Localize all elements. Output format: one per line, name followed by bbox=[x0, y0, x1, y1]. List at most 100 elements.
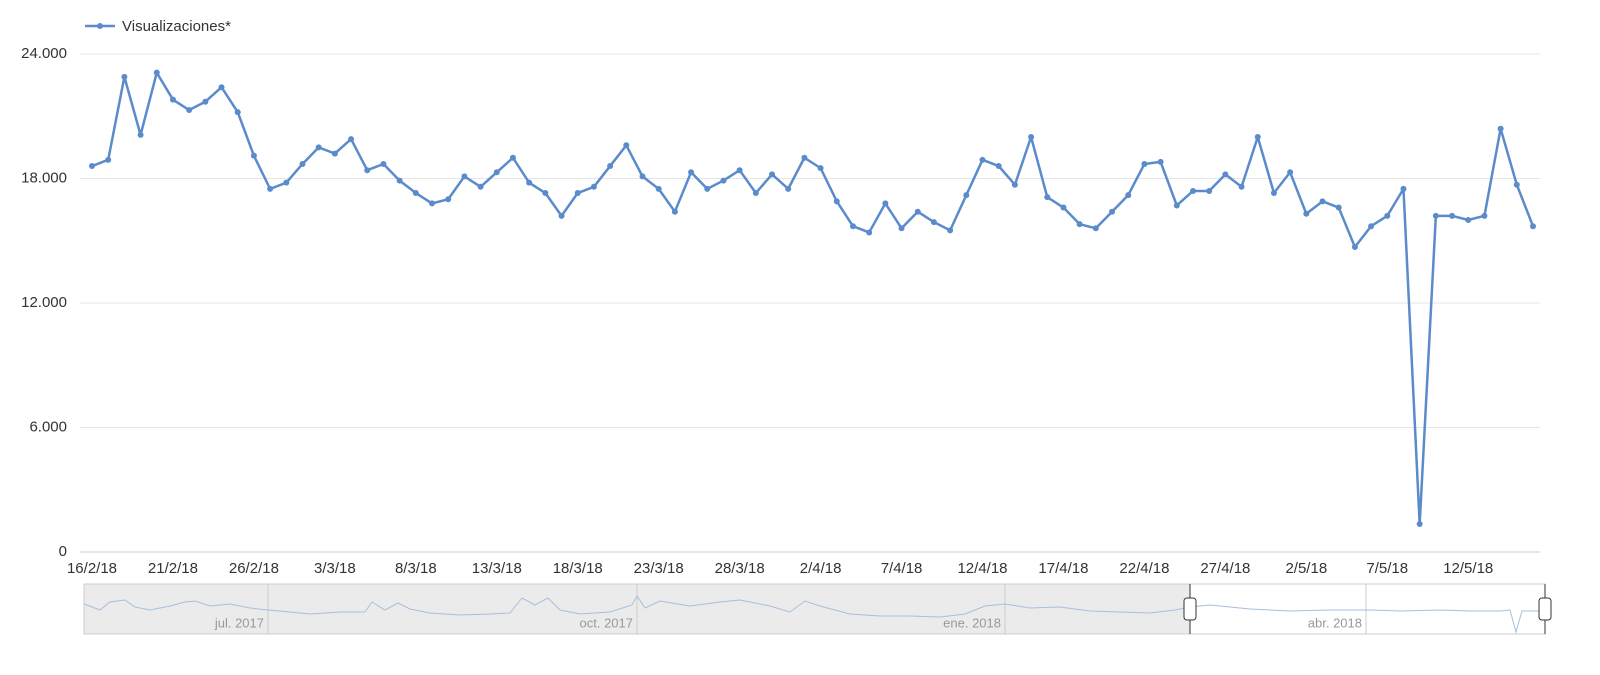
point bbox=[1092, 225, 1099, 232]
point bbox=[736, 167, 743, 174]
point bbox=[1270, 190, 1277, 197]
navigator-label: jul. 2017 bbox=[214, 615, 264, 630]
point bbox=[898, 225, 905, 232]
point bbox=[509, 154, 516, 161]
point bbox=[1530, 223, 1536, 230]
x-tick-label: 27/4/18 bbox=[1200, 560, 1250, 577]
navigator-label: oct. 2017 bbox=[580, 615, 634, 630]
point bbox=[396, 177, 403, 184]
point bbox=[1141, 160, 1148, 167]
x-tick-label: 2/4/18 bbox=[800, 560, 842, 577]
point bbox=[89, 163, 95, 170]
navigator-label: abr. 2018 bbox=[1308, 615, 1362, 630]
point bbox=[1497, 125, 1504, 132]
point bbox=[542, 190, 549, 197]
point bbox=[1287, 169, 1294, 176]
point bbox=[947, 227, 954, 234]
point bbox=[1432, 212, 1439, 219]
point bbox=[882, 200, 889, 207]
x-tick-label: 21/2/18 bbox=[148, 560, 198, 577]
x-tick-label: 2/5/18 bbox=[1285, 560, 1327, 577]
point bbox=[1173, 202, 1180, 209]
point bbox=[590, 183, 597, 190]
point bbox=[121, 73, 128, 80]
x-tick-label: 7/4/18 bbox=[881, 560, 923, 577]
point bbox=[785, 185, 792, 192]
x-tick-label: 28/3/18 bbox=[715, 560, 765, 577]
point bbox=[752, 190, 759, 197]
point bbox=[105, 156, 112, 163]
point bbox=[688, 169, 695, 176]
point bbox=[817, 165, 824, 172]
point bbox=[1319, 198, 1326, 205]
point bbox=[833, 198, 840, 205]
point bbox=[348, 136, 355, 143]
point bbox=[1189, 187, 1196, 194]
y-tick-label: 6.000 bbox=[29, 418, 67, 435]
point bbox=[202, 98, 209, 105]
point bbox=[995, 163, 1002, 170]
point bbox=[801, 154, 808, 161]
point bbox=[1513, 181, 1520, 188]
point bbox=[169, 96, 176, 103]
x-tick-label: 8/3/18 bbox=[395, 560, 437, 577]
point bbox=[639, 173, 646, 180]
navigator-label: ene. 2018 bbox=[943, 615, 1001, 630]
point bbox=[1125, 192, 1132, 199]
x-tick-label: 17/4/18 bbox=[1038, 560, 1088, 577]
navigator-handle[interactable] bbox=[1538, 597, 1552, 621]
point bbox=[1335, 204, 1342, 211]
y-tick-label: 18.000 bbox=[21, 169, 67, 186]
point bbox=[655, 185, 662, 192]
point bbox=[1238, 183, 1245, 190]
x-tick-label: 12/5/18 bbox=[1443, 560, 1493, 577]
point bbox=[1157, 158, 1164, 165]
point bbox=[299, 160, 306, 167]
point bbox=[234, 109, 241, 116]
x-tick-label: 7/5/18 bbox=[1366, 560, 1408, 577]
point bbox=[477, 183, 484, 190]
legend-label[interactable]: Visualizaciones* bbox=[122, 18, 231, 35]
point bbox=[607, 163, 614, 170]
navigator-handle[interactable] bbox=[1183, 597, 1197, 621]
point bbox=[623, 142, 630, 149]
point bbox=[1222, 171, 1229, 178]
legend-marker bbox=[97, 23, 103, 29]
point bbox=[866, 229, 873, 236]
y-tick-label: 24.000 bbox=[21, 45, 67, 62]
x-tick-label: 26/2/18 bbox=[229, 560, 279, 577]
point bbox=[186, 107, 193, 114]
point bbox=[1449, 212, 1456, 219]
point bbox=[914, 208, 921, 215]
point bbox=[1011, 181, 1018, 188]
point bbox=[1044, 194, 1051, 201]
point bbox=[1206, 187, 1213, 194]
point bbox=[1368, 223, 1375, 230]
point bbox=[1109, 208, 1116, 215]
y-tick-label: 0 bbox=[59, 543, 67, 560]
navigator-separators bbox=[267, 584, 1367, 634]
point bbox=[963, 192, 970, 199]
x-tick-label: 3/3/18 bbox=[314, 560, 356, 577]
point bbox=[1416, 520, 1423, 527]
y-tick-label: 12.000 bbox=[21, 294, 67, 311]
point bbox=[574, 190, 581, 197]
point bbox=[1254, 134, 1261, 140]
point bbox=[1028, 134, 1035, 140]
point bbox=[558, 212, 565, 219]
point bbox=[1076, 221, 1083, 228]
point bbox=[153, 69, 160, 76]
x-tick-label: 22/4/18 bbox=[1119, 560, 1169, 577]
point bbox=[267, 185, 274, 192]
x-tick-label: 13/3/18 bbox=[472, 560, 522, 577]
point bbox=[493, 169, 500, 176]
series-line bbox=[91, 71, 1535, 526]
point bbox=[1303, 210, 1310, 217]
point bbox=[331, 150, 338, 157]
point bbox=[315, 144, 322, 151]
point bbox=[526, 179, 533, 186]
navigator-preview bbox=[83, 595, 1545, 634]
point bbox=[849, 223, 856, 230]
point bbox=[283, 179, 290, 186]
